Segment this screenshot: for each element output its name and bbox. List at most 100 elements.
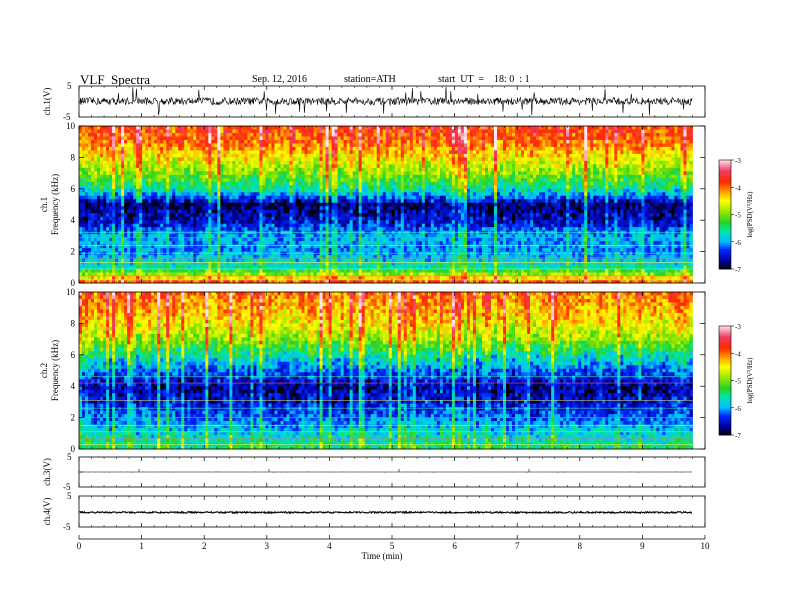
spectrogram-cell [638,136,642,141]
spectrogram-cell [683,178,687,183]
spectrogram-cell [358,195,363,200]
spectrogram-cell [184,206,188,211]
spectrogram-cell [436,206,441,211]
spectrogram-cell [497,181,501,186]
spectrogram-cell [506,136,510,141]
spectrogram-cell [115,202,119,207]
spectrogram-cell [184,146,188,151]
spectrogram-cell [494,174,498,179]
spectrogram-cell [463,146,468,151]
spectrogram-cell [157,171,161,176]
spectrogram-cell [340,202,345,207]
spectrogram-cell [503,181,507,186]
spectrogram-cell [262,136,266,141]
spectrogram-cell [545,202,549,207]
spectrogram-cell [590,160,594,165]
spectrogram-cell [506,126,510,130]
spectrogram-cell [346,192,351,197]
spectrogram-cell [346,146,351,151]
spectrogram-cell [599,167,603,172]
spectrogram-cell [112,195,116,200]
spectrogram-cell [274,206,278,211]
spectrogram-cell [412,171,417,176]
spectrogram-cell [187,195,191,200]
spectrogram-cell [298,129,302,134]
spectrogram-cell [82,171,86,176]
spectrogram-cell [349,129,354,134]
spectrogram-cell [439,185,444,190]
spectrogram-cell [343,164,348,169]
spectrogram-cell [421,199,426,204]
spectrogram-cell [403,192,408,197]
spectrogram-cell [100,136,104,141]
spectrogram-cell [503,164,507,169]
spectrogram-cell [659,143,663,148]
spectrogram-cell [136,178,140,183]
spectrogram-cell [301,174,305,179]
spectrogram-cell [439,192,444,197]
spectrogram-cell [331,199,336,204]
spectrogram-cell [509,188,513,193]
spectrogram-cell [250,206,254,211]
spectrogram-cell [136,202,140,207]
spectrogram-cell [283,188,287,193]
spectrogram-cell [680,160,684,165]
spectrogram-cell [109,126,113,130]
spectrogram-cell [268,143,272,148]
spectrogram-cell [689,157,693,162]
spectrogram-cell [220,202,224,207]
spectrogram-cell [593,157,597,162]
spectrogram-cell [364,153,369,158]
spectrogram-cell [406,167,411,172]
spectrogram-cell [527,171,531,176]
spectrogram-cell [632,146,636,151]
spectrogram-cell [112,164,116,169]
spectrogram-cell [376,146,381,151]
spectrogram-cell [214,171,218,176]
spectrogram-cell [542,153,546,158]
spectrogram-cell [355,178,360,183]
spectrogram-cell [457,153,462,158]
spectrogram-cell [373,181,378,186]
spectrogram-cell [319,153,323,158]
station-label: station=ATH [344,74,396,85]
spectrogram-cell [160,129,164,134]
spectrogram-cell [674,174,678,179]
spectrogram-cell [536,160,540,165]
spectrogram-cell [494,143,498,148]
spectrogram-cell [202,171,206,176]
spectrogram-cell [106,136,110,141]
spectrogram-cell [494,188,498,193]
spectrogram-cell [671,202,675,207]
spectrogram-cell [578,129,582,134]
spectrogram-cell [611,132,615,137]
spectrogram-cell [247,153,251,158]
spectrogram-cell [223,202,227,207]
spectrogram-cell [136,153,140,158]
spectrogram-cell [175,185,179,190]
spectrogram-cell [442,181,447,186]
spectrogram-cell [584,199,588,204]
spectrogram-cell [178,171,182,176]
spectrogram-cell [127,153,131,158]
spectrogram-cell [500,185,504,190]
spectrogram-cell [241,129,245,134]
spectrogram-cell [484,195,489,200]
spectrogram-cell [487,160,492,165]
spectrogram-cell [262,199,266,204]
spectrogram-cell [683,199,687,204]
spectrogram-cell [247,188,251,193]
spectrogram-cell [217,164,221,169]
spectrogram-cell [277,160,281,165]
spectrogram-cell [157,192,161,197]
spectrogram-cell [659,150,663,155]
spectrogram-cell [304,199,308,204]
spectrogram-cell [310,150,314,155]
spectrogram-cell [175,174,179,179]
spectrogram-cell [653,132,657,137]
spectrogram-cell [100,129,104,134]
spectrogram-cell [295,146,299,151]
spectrogram-cell [337,171,342,176]
spectrogram-cell [647,132,651,137]
spectrogram-cell [683,167,687,172]
